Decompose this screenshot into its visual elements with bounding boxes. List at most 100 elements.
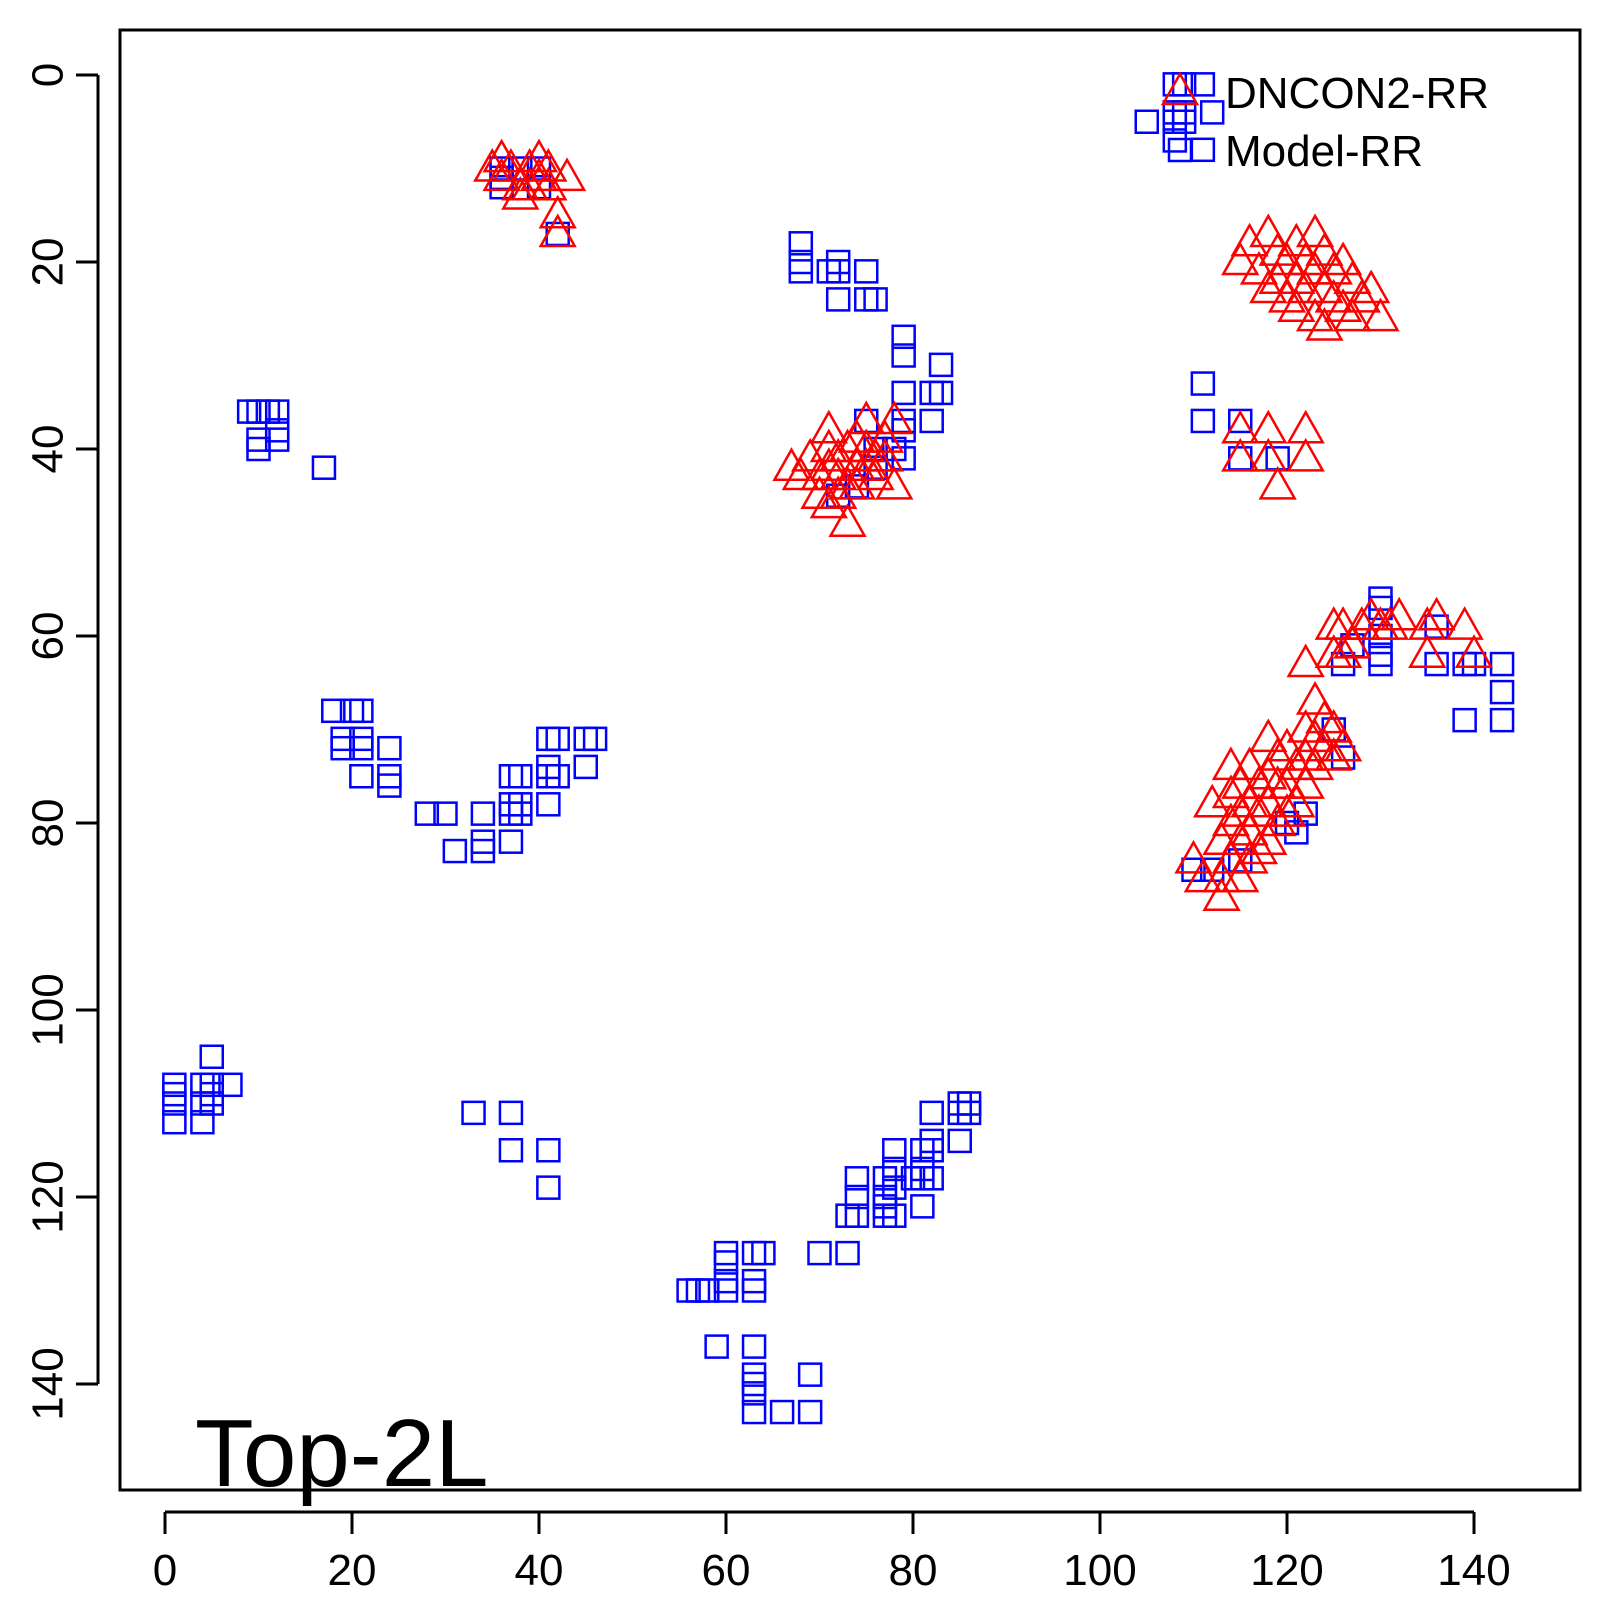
data-point-square [835,1240,860,1266]
data-point-triangle [1295,746,1335,781]
data-point-square [863,287,888,312]
data-point-square [545,726,570,752]
data-point-square [788,259,814,284]
data-point-triangle [1230,746,1269,781]
x-tick-label: 20 [328,1546,377,1595]
data-point-square [1171,109,1197,134]
data-point-triangle [1445,606,1484,640]
data-point-triangle [819,456,858,491]
data-point-square [947,1128,972,1154]
data-point-triangle [1333,260,1372,294]
data-point-triangle [875,465,914,500]
data-point-triangle [1277,288,1316,322]
data-point-square [910,1194,935,1219]
data-point-triangle [1286,765,1325,799]
data-point-square [844,1184,870,1210]
data-point-triangle [1193,783,1232,818]
data-point-triangle [1352,596,1391,631]
data-point-square [797,1362,823,1387]
data-point-triangle [1277,222,1316,257]
data-point-square [349,698,374,724]
data-point-square [1134,109,1159,134]
data-point-triangle [1249,821,1288,855]
data-point-triangle [1286,437,1325,472]
data-point-triangle [791,437,830,472]
data-point-square [956,1100,982,1126]
data-point-triangle [1295,213,1335,248]
data-point-triangle [482,157,521,192]
data-point-triangle [482,138,521,173]
data-point-square [330,735,355,761]
data-point-square [162,1091,187,1116]
data-point-triangle [800,475,839,509]
data-point-triangle [1323,727,1363,762]
data-point-triangle [1249,718,1288,753]
legend-marker-square [1167,137,1193,163]
data-point-square [498,829,524,854]
data-point-square [844,1166,870,1191]
data-point-square [695,1278,720,1303]
data-point-triangle [538,194,577,229]
data-point-triangle [1249,269,1288,304]
data-point-square [190,1109,215,1135]
data-point-triangle [1305,306,1344,341]
data-point-square [844,1203,870,1228]
data-point-triangle [1295,250,1335,285]
data-point-square [414,801,440,826]
data-point-triangle [1305,232,1344,266]
data-point-triangle [809,484,848,519]
data-point-square [377,735,402,761]
data-point-square [545,764,570,789]
data-point-square [264,399,290,424]
data-point-triangle [1305,269,1344,304]
data-point-triangle [847,428,886,463]
data-point-triangle [856,456,895,491]
data-point-triangle [1183,858,1222,893]
data-point-square [741,1399,767,1425]
data-point-triangle [1258,802,1297,837]
data-point-square [1162,128,1188,153]
data-point-triangle [510,147,549,182]
data-point-square [573,754,598,780]
data-point-triangle [1454,634,1494,668]
data-point-triangle [1323,634,1363,668]
data-point-triangle [1408,634,1447,668]
data-point-square [769,1399,795,1425]
data-point-square [882,1138,907,1163]
x-axis: 0 20 40 60 80 100 120 140 [153,1510,1511,1595]
data-point-triangle [809,447,848,481]
data-point-square [1368,651,1393,677]
data-point-square [825,287,851,312]
data-point-triangle [800,456,839,491]
data-point-square [1489,679,1515,705]
x-tick-label: 100 [1063,1546,1136,1595]
data-point-square [1190,371,1216,396]
data-point-triangle [1305,727,1344,762]
data-point-square [1284,820,1309,845]
data-point-triangle [1267,278,1307,313]
data-point-square [825,259,851,284]
data-point-triangle [1286,643,1325,678]
data-point-square [349,764,374,789]
data-point-square [751,1240,776,1266]
data-point-triangle [501,176,540,210]
data-point-square [536,792,561,817]
data-point-square [713,1250,739,1275]
data-point-square [199,1091,224,1116]
series-layer [162,72,1515,1425]
data-point-triangle [865,419,905,453]
data-point-square [1199,857,1225,882]
data-point-triangle [1267,727,1307,762]
data-point-square [713,1278,739,1303]
data-point-triangle [1211,802,1251,837]
y-tick-label: 100 [24,973,73,1046]
data-point-triangle [1333,297,1372,332]
x-tick-label: 0 [153,1546,177,1595]
data-point-square [891,380,916,406]
data-point-triangle [1267,793,1307,827]
data-point-triangle [1202,821,1241,855]
legend-marker-triangle [1160,71,1200,106]
data-point-triangle [1211,839,1251,874]
x-tick-label: 80 [889,1546,938,1595]
